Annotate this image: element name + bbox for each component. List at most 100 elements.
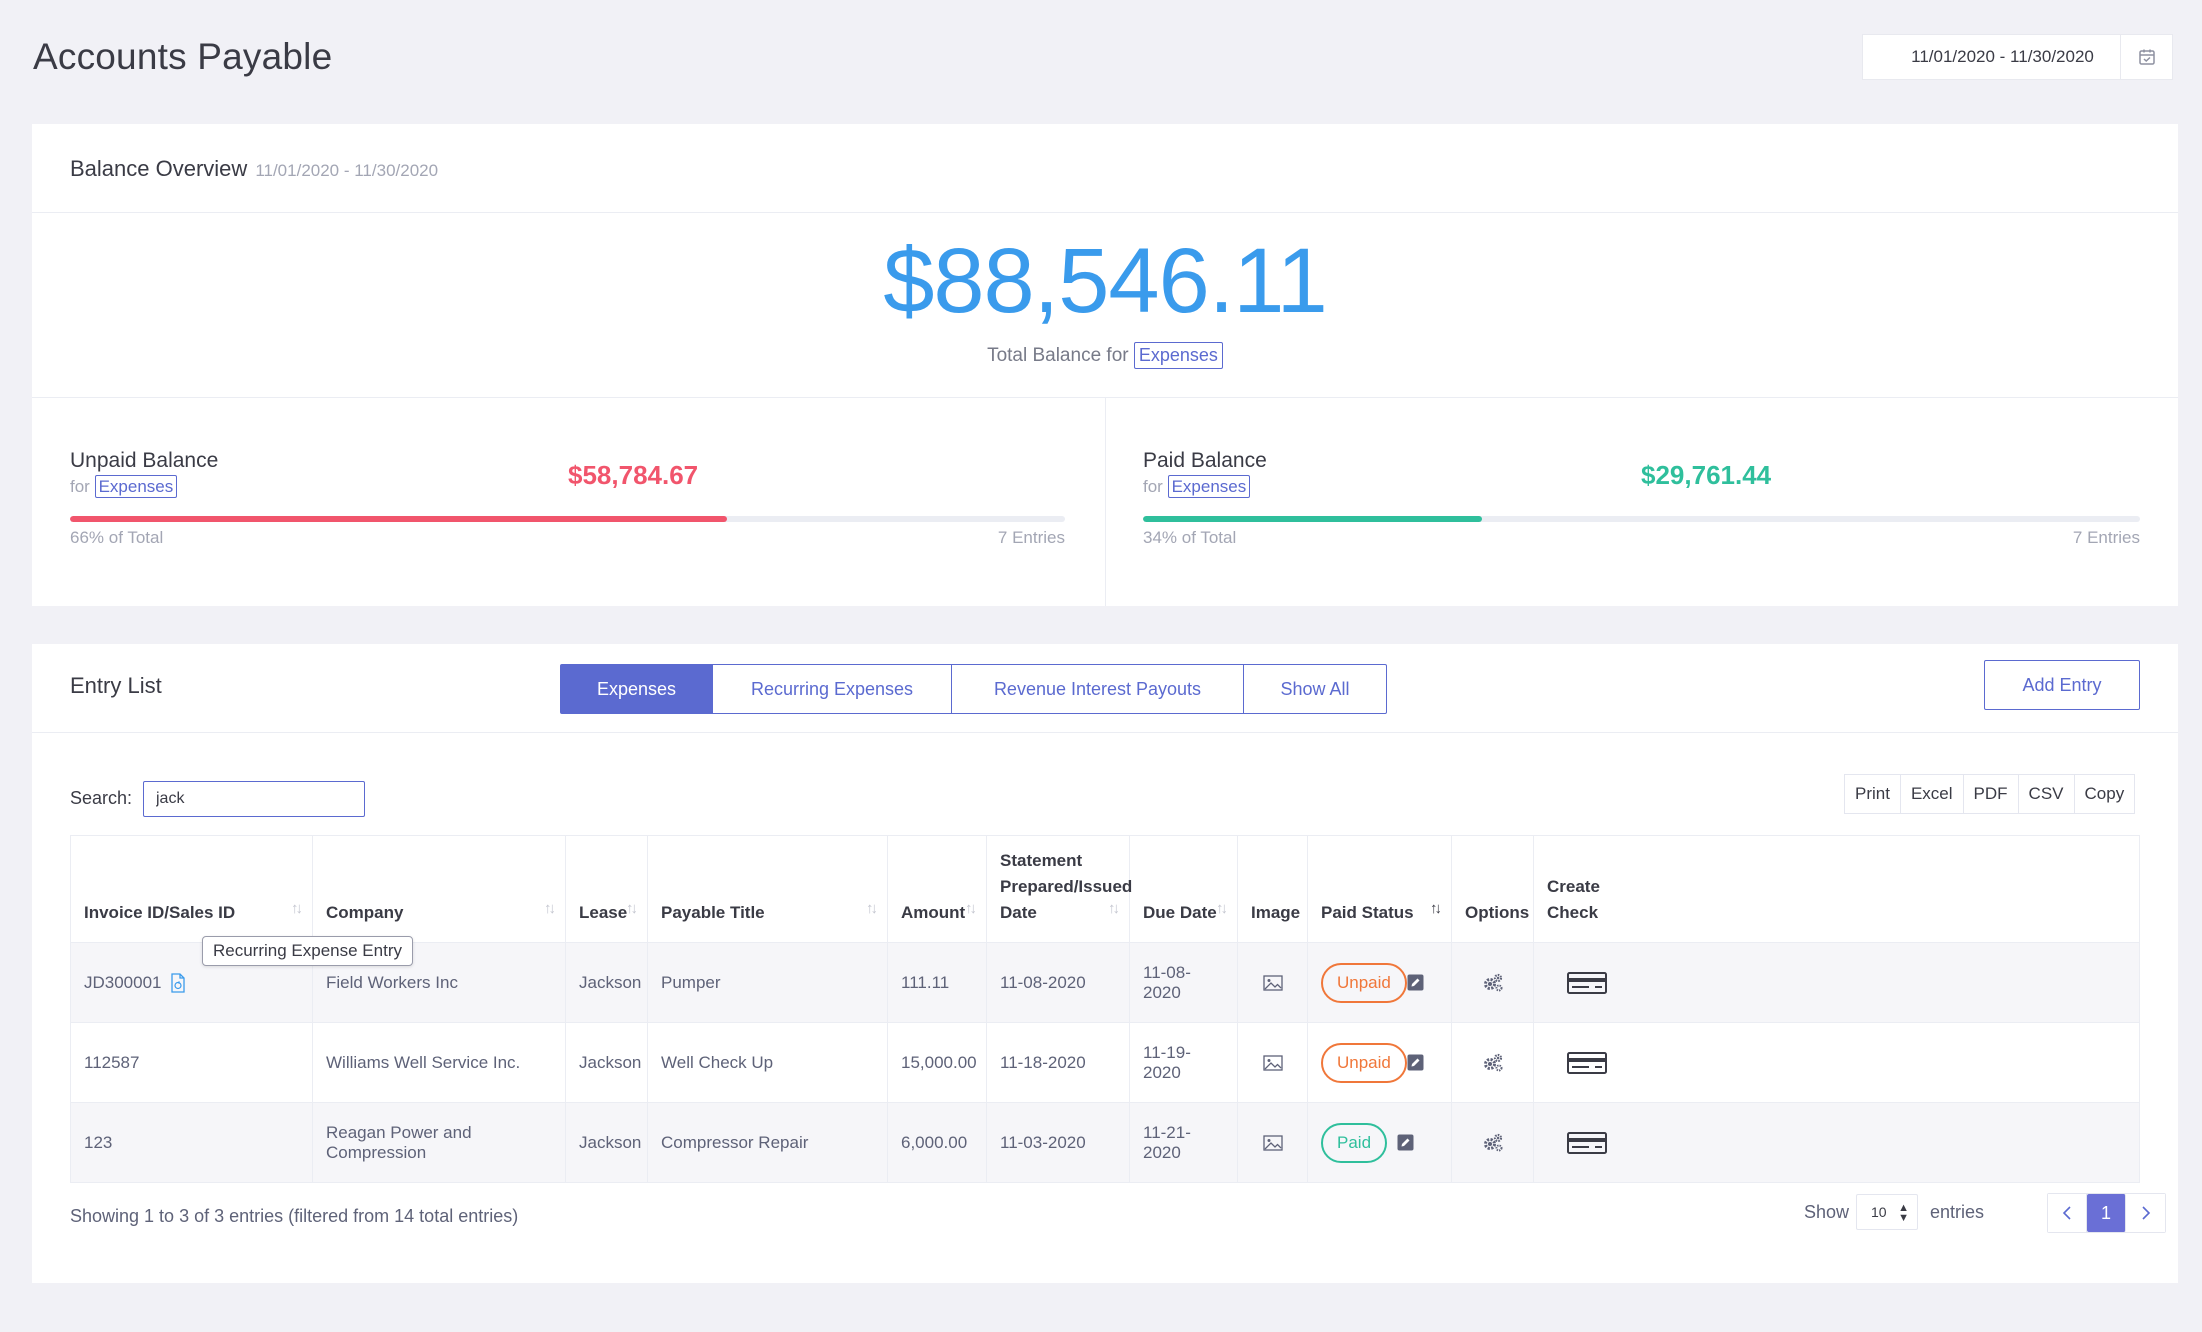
cell-payable-title: Pumper — [648, 943, 888, 1022]
unpaid-for-text: for — [70, 477, 90, 496]
invoice-id: JD300001 — [84, 972, 162, 992]
col-lease-label: Lease — [579, 903, 628, 922]
col-statement-date[interactable]: Statement Prepared/Issued Date ↑↓ — [987, 836, 1133, 942]
page-size-select[interactable]: 10 ▲ ▼ — [1856, 1194, 1918, 1230]
tab-show-all[interactable]: Show All — [1244, 664, 1387, 714]
unpaid-progress-fill — [70, 516, 727, 522]
copy-button[interactable]: Copy — [2074, 775, 2135, 813]
col-due-date[interactable]: Due Date ↑↓ — [1130, 836, 1238, 942]
gears-icon[interactable] — [1465, 1133, 1520, 1153]
table-row[interactable]: JD300001 Field Workers Inc Jackson Pumpe… — [71, 943, 2139, 1023]
check-card-icon[interactable] — [1547, 1131, 1626, 1154]
cell-company: Williams Well Service Inc. — [313, 1023, 566, 1102]
page-size-value: 10 — [1871, 1204, 1887, 1220]
sort-arrows-icon[interactable]: ↑↓ — [544, 900, 556, 917]
cell-company: Reagan Power and Compression — [313, 1103, 566, 1182]
page-title: Accounts Payable — [33, 36, 333, 77]
col-statement-date-label: Statement Prepared/Issued Date — [1000, 851, 1133, 922]
excel-button[interactable]: Excel — [1900, 775, 1964, 813]
balance-overview-card: Balance Overview 11/01/2020 - 11/30/2020 … — [32, 124, 2178, 606]
paid-balance-amount: $29,761.44 — [1641, 460, 1772, 490]
calendar-check-icon[interactable] — [2120, 35, 2172, 79]
recurring-document-icon[interactable] — [170, 972, 186, 993]
select-caret-icon: ▲ ▼ — [1898, 1202, 1909, 1224]
sort-arrows-icon[interactable]: ↑↓ — [291, 900, 303, 917]
paid-entries-count: 7 Entries — [2072, 528, 2140, 547]
total-balance-tag[interactable]: Expenses — [1133, 342, 1223, 369]
cell-due-date: 11-08-2020 — [1130, 943, 1238, 1022]
cell-statement-date: 11-08-2020 — [987, 943, 1130, 1022]
status-badge[interactable]: Unpaid — [1321, 1042, 1407, 1083]
col-lease[interactable]: Lease ↑↓ — [566, 836, 648, 942]
chevron-left-icon[interactable] — [2048, 1194, 2087, 1232]
entry-list-card: Entry List Expenses Recurring Expenses R… — [32, 644, 2178, 1283]
table-row[interactable]: 112587 Williams Well Service Inc. Jackso… — [71, 1023, 2139, 1103]
col-paid-status-label: Paid Status — [1321, 903, 1414, 922]
sort-arrows-icon[interactable]: ↑↓ — [866, 900, 878, 917]
entries-table: Invoice ID/Sales ID ↑↓ Company ↑↓ Lease ↑↓ … — [70, 835, 2140, 1183]
col-amount-label: Amount — [901, 903, 966, 922]
print-button[interactable]: Print — [1845, 775, 1901, 813]
sort-arrows-icon[interactable]: ↑↓ — [1216, 900, 1228, 917]
balance-overview-title: Balance Overview 11/01/2020 - 11/30/2020 — [70, 156, 438, 182]
cell-payable-title: Compressor Repair — [648, 1103, 888, 1182]
search-label: Search: — [70, 788, 133, 808]
unpaid-tag[interactable]: Expenses — [94, 475, 178, 498]
col-amount[interactable]: Amount ↑↓ — [888, 836, 987, 942]
balance-divider-vertical — [1105, 397, 1106, 606]
cell-paid-status: Unpaid — [1308, 1023, 1452, 1102]
col-image: Image — [1238, 836, 1308, 942]
date-range-picker[interactable]: 11/01/2020 - 11/30/2020 — [1862, 34, 2173, 80]
tab-recurring-expenses[interactable]: Recurring Expenses — [713, 664, 952, 714]
image-icon[interactable] — [1251, 974, 1294, 992]
table-info: Showing 1 to 3 of 3 entries (filtered fr… — [70, 1206, 519, 1226]
cell-options — [1452, 943, 1534, 1022]
cell-image — [1238, 943, 1308, 1022]
gears-icon[interactable] — [1465, 1053, 1520, 1073]
col-options-label: Options — [1465, 903, 1530, 922]
cell-invoice: JD300001 — [71, 943, 313, 1022]
table-row[interactable]: 123 Reagan Power and Compression Jackson… — [71, 1103, 2139, 1183]
col-paid-status[interactable]: Paid Status ↑↓ — [1308, 836, 1452, 942]
pdf-button[interactable]: PDF — [1963, 775, 2019, 813]
cell-image — [1238, 1023, 1308, 1102]
edit-square-icon[interactable] — [1407, 974, 1424, 991]
image-icon[interactable] — [1251, 1134, 1294, 1152]
paid-tag[interactable]: Expenses — [1167, 475, 1251, 498]
status-badge[interactable]: Paid — [1321, 1122, 1388, 1163]
check-card-icon[interactable] — [1547, 1051, 1626, 1074]
search-input[interactable] — [143, 781, 365, 817]
edit-square-icon[interactable] — [1407, 1054, 1424, 1071]
col-create-check-label: Create Check — [1547, 877, 1600, 922]
col-due-date-label: Due Date — [1143, 903, 1217, 922]
check-card-icon[interactable] — [1547, 971, 1626, 994]
image-icon[interactable] — [1251, 1054, 1294, 1072]
cell-image — [1238, 1103, 1308, 1182]
tab-revenue-interest-payouts[interactable]: Revenue Interest Payouts — [952, 664, 1244, 714]
total-balance-label: Total Balance for Expenses — [32, 342, 2178, 369]
col-payable-title-label: Payable Title — [661, 903, 765, 922]
chevron-right-icon[interactable] — [2126, 1194, 2165, 1232]
sort-arrows-icon[interactable]: ↑↓ — [626, 900, 638, 917]
status-badge[interactable]: Unpaid — [1321, 962, 1407, 1003]
col-invoice-id[interactable]: Invoice ID/Sales ID ↑↓ — [71, 836, 313, 942]
entry-list-title: Entry List — [70, 673, 162, 698]
edit-square-icon[interactable] — [1397, 1134, 1414, 1151]
cell-statement-date: 11-18-2020 — [987, 1023, 1130, 1102]
add-entry-button[interactable]: Add Entry — [1984, 660, 2140, 710]
page-button-current[interactable]: 1 — [2087, 1194, 2126, 1232]
gears-icon[interactable] — [1465, 973, 1520, 993]
sort-arrows-icon[interactable]: ↑↓ — [1430, 900, 1442, 917]
tab-expenses[interactable]: Expenses — [560, 664, 713, 714]
cell-amount: 15,000.00 — [888, 1023, 987, 1102]
sort-arrows-icon[interactable]: ↑↓ — [1108, 900, 1120, 917]
sort-arrows-icon[interactable]: ↑↓ — [965, 900, 977, 917]
cell-company: Field Workers Inc — [313, 943, 566, 1022]
unpaid-entries-count: 7 Entries — [997, 528, 1065, 547]
csv-button[interactable]: CSV — [2018, 775, 2075, 813]
cell-paid-status: Unpaid — [1308, 943, 1452, 1022]
date-range-text: 11/01/2020 - 11/30/2020 — [1911, 47, 2094, 66]
col-payable-title[interactable]: Payable Title ↑↓ — [648, 836, 888, 942]
total-balance-amount: $88,546.11 — [883, 230, 1328, 332]
col-company[interactable]: Company ↑↓ — [313, 836, 566, 942]
